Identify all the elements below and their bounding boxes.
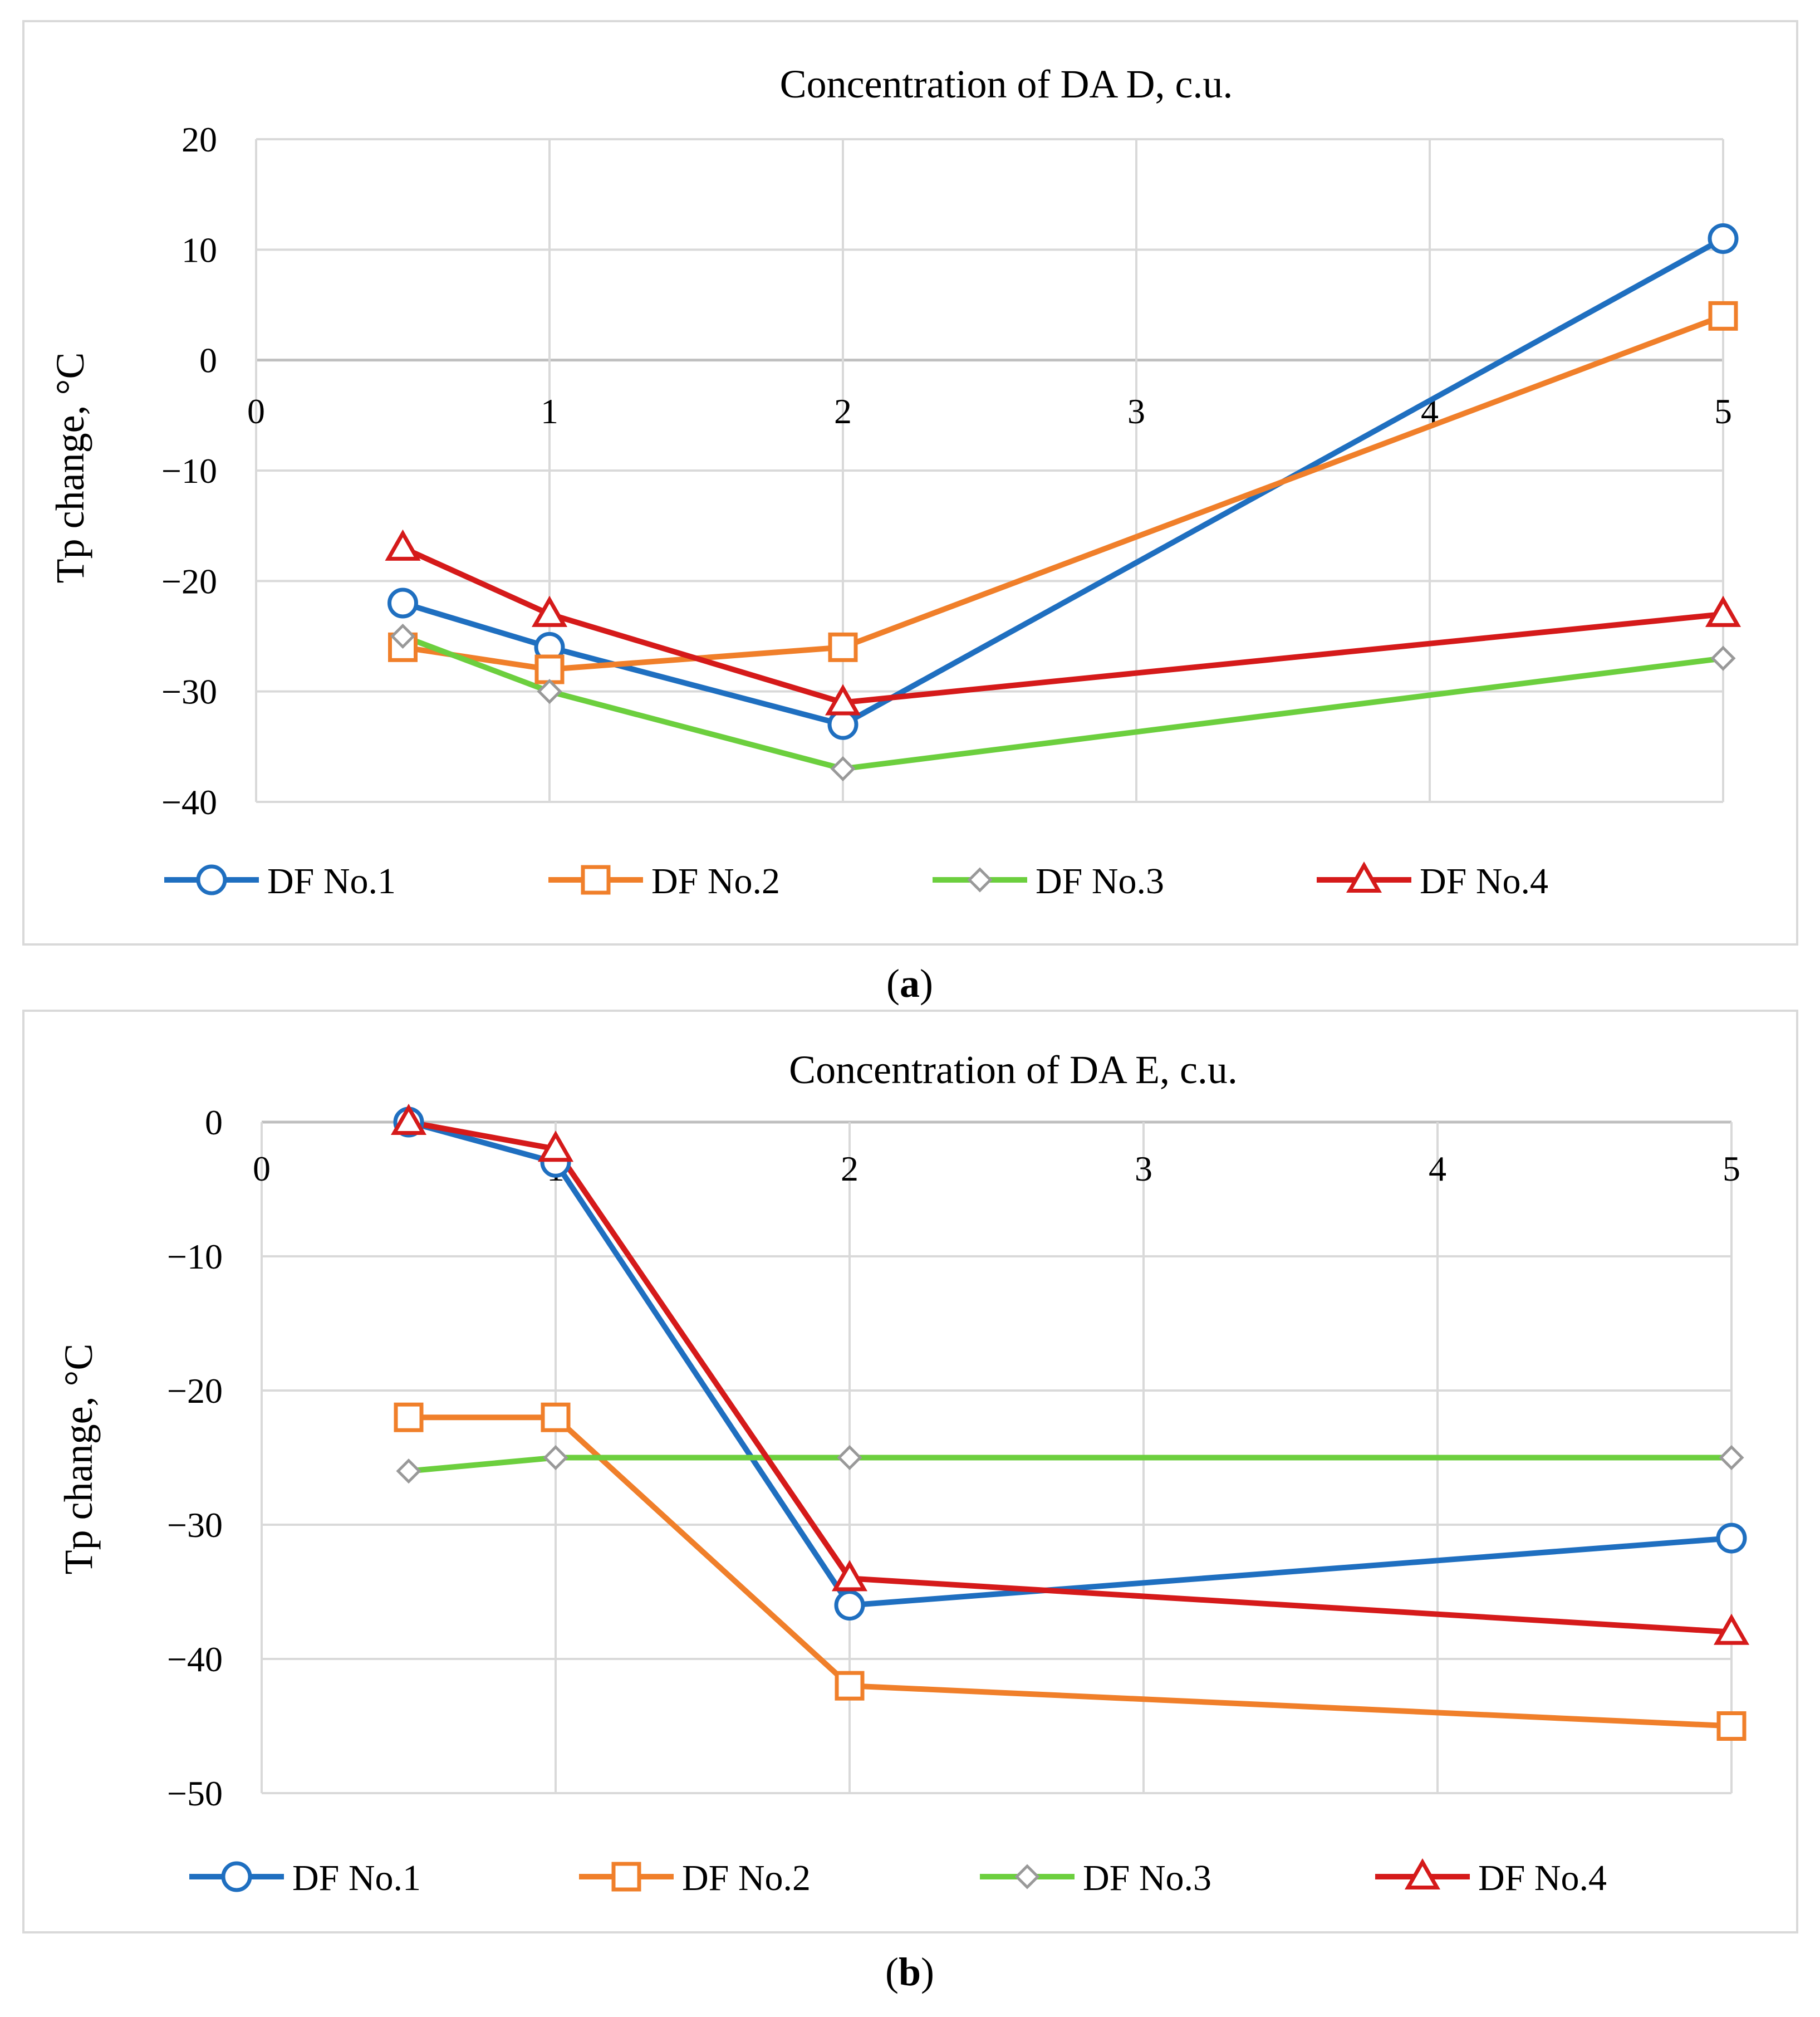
chart-b-ytick: −20: [167, 1371, 223, 1411]
chart-b-series-line-4: [408, 1119, 1732, 1635]
chart-b-title: Concentration of DA E, c.u.: [789, 1047, 1238, 1092]
chart-b-series-line-2: [409, 1414, 1732, 1729]
chart-a-series-4-point: [825, 684, 861, 716]
chart-a-series-4-point: [385, 529, 421, 561]
chart-b: Concentration of DA E, c.u. Tp change, °C…: [56, 1047, 1750, 1898]
chart-a-xtick: 0: [247, 391, 265, 431]
chart-b-series-3-point: [396, 1458, 421, 1484]
chart-b-series-4-point: [390, 1103, 427, 1135]
chart-a-series-4-point: [531, 595, 568, 627]
chart-a-frame: [22, 20, 1798, 946]
chart-a-ytick: 0: [199, 341, 217, 380]
chart-a-ytick: −20: [161, 561, 217, 601]
chart-b-series-line-1: [408, 1119, 1732, 1608]
chart-a-ytick: −40: [161, 782, 217, 822]
chart-b-series-2-point: [835, 1671, 865, 1701]
panel-label-a-text: (a): [886, 961, 933, 1006]
chart-a-series-line-3: [401, 633, 1724, 772]
chart-b-series-3-point: [1719, 1445, 1744, 1471]
chart-a-legend-label-1: DF No.1: [267, 861, 396, 902]
chart-b-xtick: 4: [1429, 1149, 1446, 1188]
chart-a-series-line-4: [401, 545, 1724, 706]
chart-a-series-1-point: [1708, 223, 1739, 254]
chart-a-ylabel: Tp change, °C: [48, 353, 92, 584]
chart-b-legend-marker-2: [611, 1862, 641, 1892]
chart-a-series-1-point: [387, 588, 418, 619]
chart-a-legend-marker-2: [581, 865, 611, 895]
chart-b-xtick: 5: [1723, 1149, 1740, 1188]
chart-a-series-2-point: [534, 654, 565, 684]
chart-b-legend-marker-4: [1404, 1858, 1441, 1889]
chart-b-ytick: −50: [167, 1774, 223, 1813]
chart-a: Concentration of DA D, c.u. Tp change, °C…: [48, 62, 1741, 902]
chart-b-frame: [22, 1010, 1798, 1933]
chart-b-series-line-3: [408, 1455, 1731, 1474]
chart-a-xtick: 1: [541, 391, 558, 431]
chart-b-series-2-point: [1716, 1711, 1747, 1741]
chart-a-series-4-point: [1705, 595, 1741, 627]
chart-a-ytick: 10: [181, 230, 217, 270]
chart-b-xtick: 2: [841, 1149, 859, 1188]
chart-a-series-2-point: [828, 632, 858, 662]
panel-label-a: a: [900, 961, 920, 1006]
chart-b-legend-label-2: DF No.2: [682, 1858, 811, 1898]
chart-b-series-3-point: [837, 1445, 862, 1471]
chart-b-series-4-point: [537, 1130, 574, 1162]
panel-label-b-text: (b): [885, 1950, 934, 1994]
chart-a-series-3-point: [537, 679, 562, 704]
chart-a-title: Concentration of DA D, c.u.: [780, 62, 1233, 106]
chart-b-ytick: −10: [167, 1237, 223, 1276]
chart-a-legend-marker-3: [967, 867, 993, 893]
chart-b-legend-label-1: DF No.1: [292, 1858, 421, 1898]
chart-a-series-3-point: [390, 623, 416, 649]
chart-a-ytick: −10: [161, 451, 217, 491]
chart-a-xtick: 3: [1127, 391, 1145, 431]
chart-b-legend-marker-1: [221, 1861, 252, 1892]
chart-b-legend-marker-3: [1014, 1864, 1040, 1889]
chart-a-ytick: −30: [161, 672, 217, 712]
chart-b-ylabel: Tp change, °C: [56, 1344, 101, 1575]
chart-a-xtick: 5: [1714, 391, 1732, 431]
chart-b-xtick: 0: [253, 1149, 271, 1188]
chart-a-legend-marker-4: [1346, 861, 1382, 893]
chart-a-ytick: 20: [181, 120, 217, 159]
chart-a-series-2-point: [1708, 301, 1738, 331]
chart-a-legend-label-4: DF No.4: [1420, 861, 1548, 902]
chart-b-series-1-point: [1716, 1522, 1747, 1554]
chart-b-ytick: 0: [205, 1103, 223, 1142]
chart-b-series-4-point: [1713, 1613, 1750, 1645]
chart-a-legend-label-3: DF No.3: [1036, 861, 1164, 902]
chart-a-series-3-point: [830, 756, 856, 782]
chart-b-ytick: −30: [167, 1505, 223, 1545]
chart-a-legend-label-2: DF No.2: [651, 861, 780, 902]
chart-b-series-2-point: [541, 1402, 571, 1432]
chart-a-xtick: 2: [834, 391, 852, 431]
chart-b-series-4-point: [831, 1560, 868, 1592]
panel-label-b: b: [899, 1950, 921, 1994]
chart-b-legend-label-4: DF No.4: [1478, 1858, 1607, 1898]
chart-b-series-3-point: [543, 1445, 568, 1471]
chart-b-xtick: 3: [1135, 1149, 1152, 1188]
chart-b-ytick: −40: [167, 1639, 223, 1679]
chart-a-legend-marker-1: [196, 864, 227, 895]
chart-b-legend-label-3: DF No.3: [1083, 1858, 1211, 1898]
chart-b-series-1-point: [834, 1590, 865, 1621]
chart-a-series-3-point: [1710, 645, 1736, 671]
chart-b-series-2-point: [394, 1402, 424, 1432]
